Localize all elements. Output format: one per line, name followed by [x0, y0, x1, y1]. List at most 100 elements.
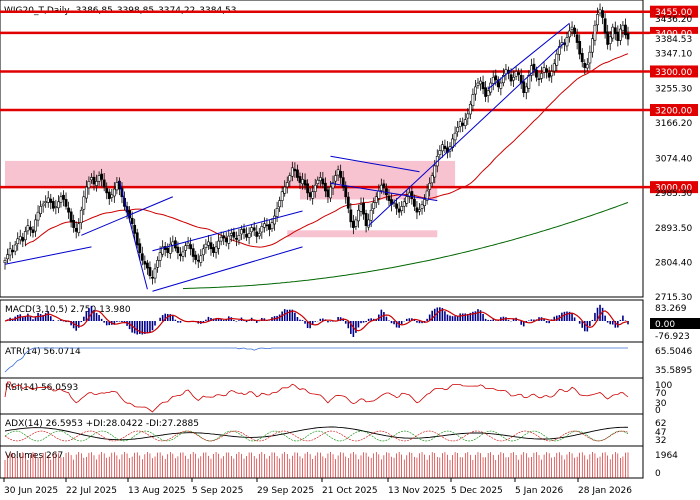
candle-body	[349, 209, 353, 223]
candle-body	[568, 30, 571, 38]
zone-1	[299, 185, 438, 200]
candle-body	[250, 227, 254, 233]
candle-body	[425, 190, 429, 201]
price-tick-9: 2715.30	[655, 293, 692, 303]
macd-signal-line	[4, 309, 629, 334]
candle-body	[308, 192, 312, 198]
candle-body	[491, 76, 495, 84]
candle-body	[529, 65, 533, 76]
price-tick-2: 3347.10	[655, 49, 692, 59]
candle-body	[79, 209, 83, 224]
atr-line	[4, 347, 628, 373]
candle-body	[196, 259, 200, 262]
candle-body	[39, 206, 43, 214]
candle-body	[135, 232, 139, 246]
candle-body	[301, 179, 304, 185]
candle-body	[237, 235, 241, 241]
candle-body	[578, 41, 582, 55]
candle-body	[524, 86, 528, 93]
candle-body	[598, 9, 602, 14]
candle-body	[184, 245, 187, 251]
level-label-0: 3455.00	[655, 8, 692, 18]
candle-body	[49, 198, 53, 203]
volume-tick-high: 1964	[655, 451, 678, 461]
zone-0	[5, 160, 456, 188]
candle-body	[51, 201, 55, 209]
candle-body	[583, 62, 587, 68]
candle-body	[44, 201, 48, 204]
candle-body	[387, 195, 391, 201]
candle-body	[458, 121, 462, 128]
candle-body	[321, 178, 325, 185]
candle-body	[311, 191, 315, 199]
candle-body	[36, 211, 40, 221]
candle-body	[293, 168, 297, 172]
candle-body	[626, 33, 630, 40]
candle-body	[405, 196, 409, 204]
candle-body	[298, 176, 302, 183]
candle-body	[461, 122, 465, 126]
candle-body	[354, 219, 358, 227]
candle-body	[540, 73, 543, 79]
candle-body	[468, 103, 472, 115]
candle-body	[512, 76, 515, 81]
candle-body	[186, 242, 190, 246]
candle-body	[596, 14, 599, 26]
volume-bars	[4, 452, 629, 478]
candle-body	[130, 217, 134, 225]
level-marker-3	[650, 104, 698, 117]
candle-body	[156, 260, 159, 268]
candle-body	[618, 28, 622, 41]
candle-body	[235, 238, 238, 240]
candle-body	[242, 228, 246, 233]
time-label-1: 22 Jul 2025	[66, 486, 117, 496]
candle-body	[611, 26, 615, 39]
candle-body	[580, 53, 584, 63]
candle-body	[613, 27, 617, 34]
candle-body	[318, 177, 322, 181]
candle-body	[344, 185, 348, 198]
candle-body	[400, 206, 404, 211]
candle-body	[227, 235, 231, 244]
rsi-label: RSI(14) 56.0593	[5, 383, 78, 393]
candle-body	[438, 150, 442, 156]
candle-body	[268, 224, 271, 230]
time-label-6: 13 Nov 2025	[388, 486, 446, 496]
candle-body	[176, 246, 180, 253]
macd-tick-high: 83.269	[655, 304, 687, 314]
adx-tick-32: 32	[655, 436, 666, 446]
macd-zero-marker	[650, 318, 700, 329]
candle-body	[415, 207, 419, 213]
time-label-7: 5 Dec 2025	[451, 486, 503, 496]
candle-body	[496, 79, 500, 88]
candle-body	[374, 196, 378, 203]
volume-label: Volumes 267	[5, 451, 63, 461]
candle-body	[260, 226, 264, 233]
candle-body	[285, 182, 289, 188]
candle-body	[194, 254, 198, 260]
candle-body	[8, 248, 12, 256]
candle-body	[34, 219, 37, 232]
time-label-8: 5 Jan 2026	[515, 486, 563, 496]
trendline-8	[487, 22, 570, 90]
candle-body	[82, 196, 86, 210]
candle-body	[214, 246, 218, 253]
candle-body	[379, 184, 383, 191]
price-axis: 3436.20 3384.53 3347.10 3255.30 3166.20 3074.…	[650, 15, 698, 303]
candle-body	[199, 255, 203, 263]
candle-body	[115, 182, 119, 191]
candle-body	[443, 145, 447, 149]
candle-body	[265, 224, 269, 227]
candle-body	[326, 189, 330, 198]
candle-body	[395, 203, 399, 209]
candle-body	[331, 182, 335, 189]
candle-body	[336, 169, 340, 176]
candle-body	[456, 127, 460, 133]
trendline-6	[330, 182, 438, 202]
candle-body	[565, 37, 569, 47]
level-label-3: 3200.00	[655, 107, 692, 117]
candle-body	[535, 69, 538, 78]
candle-body	[6, 254, 9, 260]
level-label-2: 3300.00	[655, 68, 692, 78]
rsi-tick-0: 0	[655, 406, 661, 416]
